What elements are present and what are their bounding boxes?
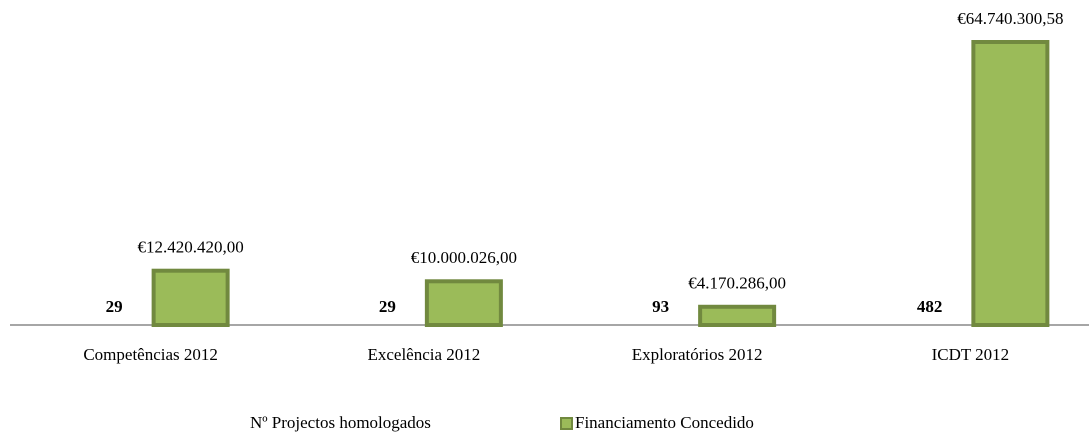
legend-label: Nº Projectos homologados [250,413,431,432]
value-label: €64.740.300,58 [957,9,1063,28]
x-tick-label: ICDT 2012 [932,345,1010,364]
x-tick-label: Excelência 2012 [367,345,480,364]
bar [971,40,1050,327]
x-tick-label: Competências 2012 [83,345,218,364]
value-label: 29 [106,297,123,316]
bar [151,268,230,328]
legend-label: Financiamento Concedido [575,413,754,432]
x-tick-label: Exploratórios 2012 [632,345,763,364]
value-label: €12.420.420,00 [138,238,244,257]
value-label: 482 [917,297,943,316]
value-label: €10.000.026,00 [411,248,517,267]
legend-marker [560,417,573,430]
bar [698,304,777,328]
value-label: 93 [652,297,669,316]
bar [424,279,503,327]
value-label: €4.170.286,00 [688,274,786,293]
value-label: 29 [379,297,396,316]
